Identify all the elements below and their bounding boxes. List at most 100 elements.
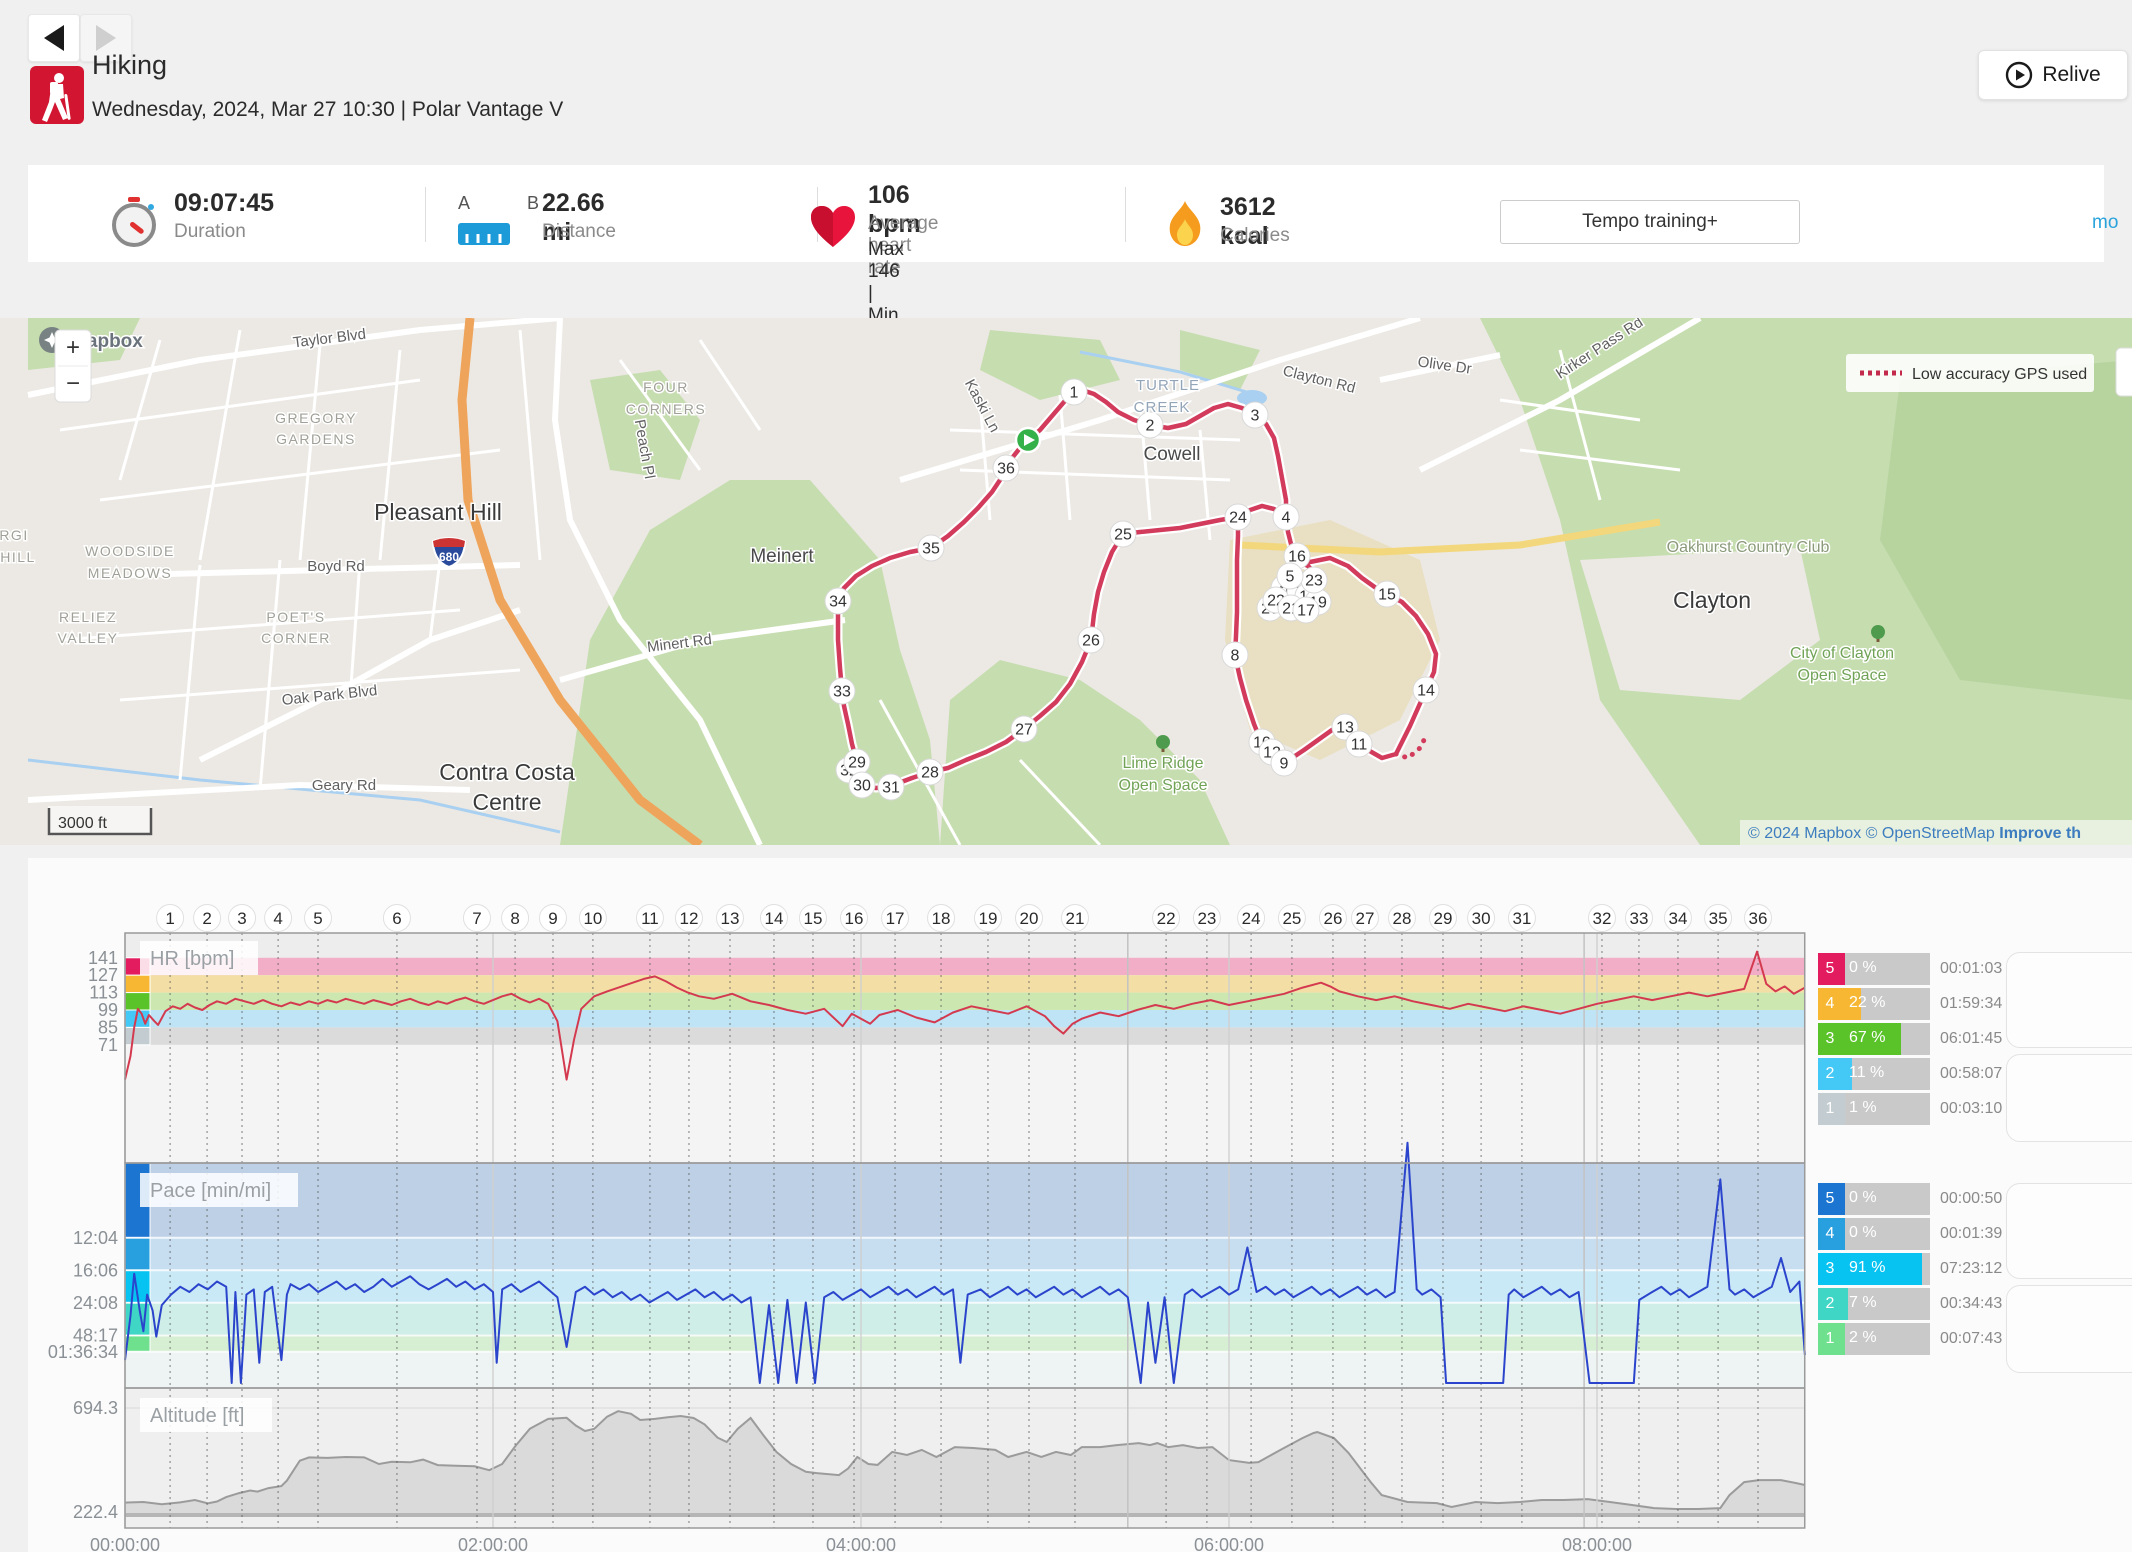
- pace-zone-row[interactable]: 4 0 % 00:01:39: [1818, 1218, 2016, 1250]
- pace-zone-row[interactable]: 3 91 % 07:23:12: [1818, 1253, 2016, 1285]
- map-lap-marker[interactable]: 2: [1136, 411, 1164, 439]
- map-lap-marker[interactable]: 26: [1077, 626, 1105, 654]
- svg-text:13: 13: [1336, 720, 1354, 737]
- heart-rate-label: Average heart rate: [868, 213, 939, 278]
- map-lap-marker[interactable]: 25: [1109, 520, 1137, 548]
- lap-number-marker[interactable]: 19: [973, 904, 1002, 932]
- park-area: [940, 660, 1230, 845]
- svg-text:32: 32: [1593, 909, 1612, 928]
- back-button[interactable]: [28, 14, 80, 62]
- zone-percent: 0 %: [1849, 959, 1877, 976]
- lap-number-marker[interactable]: 34: [1663, 904, 1692, 932]
- map-lap-marker[interactable]: 29: [843, 748, 871, 776]
- zone-number: 3: [1818, 1253, 1842, 1285]
- lap-number-marker[interactable]: 28: [1387, 904, 1416, 932]
- lap-number-marker[interactable]: 33: [1624, 904, 1653, 932]
- pace-ytick: 24:08: [73, 1293, 118, 1313]
- map-lap-marker[interactable]: 28: [916, 758, 944, 786]
- svg-text:Pace [min/mi]: Pace [min/mi]: [150, 1180, 271, 1202]
- pace-zone-row[interactable]: 1 2 % 00:07:43: [1818, 1323, 2016, 1355]
- lap-number-marker[interactable]: 36: [1744, 904, 1772, 932]
- map-lap-marker[interactable]: 33: [828, 677, 856, 705]
- lap-number-marker[interactable]: 3: [228, 904, 257, 932]
- lap-number-marker[interactable]: 27: [1350, 904, 1379, 932]
- lap-number-marker[interactable]: 30: [1467, 904, 1496, 932]
- pace-zone-row[interactable]: 5 0 % 00:00:50: [1818, 1183, 2016, 1215]
- lap-number-marker[interactable]: 4: [264, 904, 293, 932]
- hr-zone-chip: [124, 992, 151, 1011]
- map-zoom-controls[interactable]: + −: [54, 329, 92, 403]
- svg-text:3: 3: [237, 909, 246, 928]
- map-lap-marker[interactable]: 8: [1221, 641, 1249, 669]
- map-lap-marker[interactable]: 30: [848, 771, 876, 799]
- pace-zone-row[interactable]: 2 7 % 00:34:43: [1818, 1288, 2016, 1320]
- side-panel-button[interactable]: [2006, 952, 2132, 1048]
- side-panel-button[interactable]: [2006, 1183, 2132, 1279]
- map-lap-marker[interactable]: 1: [1060, 378, 1088, 406]
- route-map[interactable]: 680 6 7 18 20 19 23 22 21: [0, 318, 2132, 845]
- lap-number-marker[interactable]: 8: [501, 904, 530, 932]
- lap-number-marker[interactable]: 1: [156, 904, 185, 932]
- lap-number-marker[interactable]: 35: [1704, 904, 1733, 932]
- map-lap-marker[interactable]: 11: [1345, 730, 1373, 758]
- lap-number-marker[interactable]: 9: [538, 904, 567, 932]
- lap-number-marker[interactable]: 26: [1318, 904, 1347, 932]
- svg-text:23: 23: [1305, 573, 1323, 590]
- map-lap-marker[interactable]: 5: [1276, 562, 1304, 590]
- map-lap-marker[interactable]: 31: [877, 773, 905, 801]
- map-lap-marker[interactable]: 23: [1300, 566, 1328, 594]
- lap-number-marker[interactable]: 17: [881, 904, 910, 932]
- map-lap-marker[interactable]: 17: [1292, 596, 1320, 624]
- side-panel-button[interactable]: [2006, 1285, 2132, 1373]
- hr-zone-row[interactable]: 3 67 % 06:01:45: [1818, 1023, 2016, 1055]
- lap-number-marker[interactable]: 21: [1060, 904, 1089, 932]
- forward-button[interactable]: [80, 14, 132, 62]
- more-link[interactable]: mo: [2092, 212, 2119, 233]
- lap-number-marker[interactable]: 32: [1587, 904, 1616, 932]
- lap-number-marker[interactable]: 14: [759, 904, 788, 932]
- svg-text:14: 14: [1417, 683, 1435, 700]
- lap-number-marker[interactable]: 16: [840, 904, 869, 932]
- map-edge-button[interactable]: [2115, 347, 2132, 397]
- hr-zone-row[interactable]: 2 11 % 00:58:07: [1818, 1058, 2016, 1090]
- hr-zone-row[interactable]: 4 22 % 01:59:34: [1818, 988, 2016, 1020]
- hr-zone-row[interactable]: 1 1 % 00:03:10: [1818, 1093, 2016, 1125]
- lap-number-marker[interactable]: 22: [1152, 904, 1181, 932]
- lap-number-marker[interactable]: 29: [1428, 904, 1457, 932]
- zone-bar: 7 %: [1842, 1288, 1930, 1320]
- relive-button[interactable]: Relive: [1978, 50, 2128, 100]
- lap-number-marker[interactable]: 12: [674, 904, 703, 932]
- start-marker[interactable]: [1014, 426, 1042, 454]
- map-lap-marker[interactable]: 14: [1412, 676, 1440, 704]
- map-label: Oakhurst Country Club: [1667, 539, 1830, 556]
- training-benefit-button[interactable]: Tempo training+: [1500, 200, 1800, 244]
- freeway-680: [457, 318, 703, 845]
- map-lap-marker[interactable]: 15: [1373, 580, 1401, 608]
- hr-zone-row[interactable]: 5 0 % 00:01:03: [1818, 953, 2016, 985]
- lap-number-marker[interactable]: 25: [1277, 904, 1306, 932]
- lap-number-marker[interactable]: 6: [382, 904, 411, 932]
- lap-number-marker[interactable]: 5: [304, 904, 333, 932]
- lap-number-marker[interactable]: 24: [1237, 904, 1266, 932]
- map-lap-marker[interactable]: 4: [1272, 503, 1300, 531]
- map-lap-marker[interactable]: 9: [1270, 749, 1298, 777]
- svg-text:22: 22: [1157, 909, 1176, 928]
- map-attribution[interactable]: © 2024 Mapbox © OpenStreetMap Improve th: [1740, 820, 2132, 845]
- lap-number-marker[interactable]: 15: [798, 904, 827, 932]
- map-lap-marker[interactable]: 24: [1224, 503, 1252, 531]
- lap-number-marker[interactable]: 31: [1507, 904, 1536, 932]
- map-lap-marker[interactable]: 35: [917, 534, 945, 562]
- lap-number-marker[interactable]: 13: [715, 904, 744, 932]
- lap-number-marker[interactable]: 18: [927, 904, 956, 932]
- map-lap-marker[interactable]: 34: [824, 587, 852, 615]
- lap-number-marker[interactable]: 10: [578, 904, 607, 932]
- map-lap-marker[interactable]: 27: [1010, 715, 1038, 743]
- map-lap-marker[interactable]: 36: [992, 454, 1020, 482]
- lap-number-marker[interactable]: 7: [462, 904, 491, 932]
- map-lap-marker[interactable]: 3: [1241, 401, 1269, 429]
- lap-number-marker[interactable]: 2: [193, 904, 222, 932]
- lap-number-marker[interactable]: 20: [1014, 904, 1043, 932]
- lap-number-marker[interactable]: 23: [1192, 904, 1221, 932]
- lap-number-marker[interactable]: 11: [635, 904, 664, 932]
- side-panel-button[interactable]: [2006, 1054, 2132, 1142]
